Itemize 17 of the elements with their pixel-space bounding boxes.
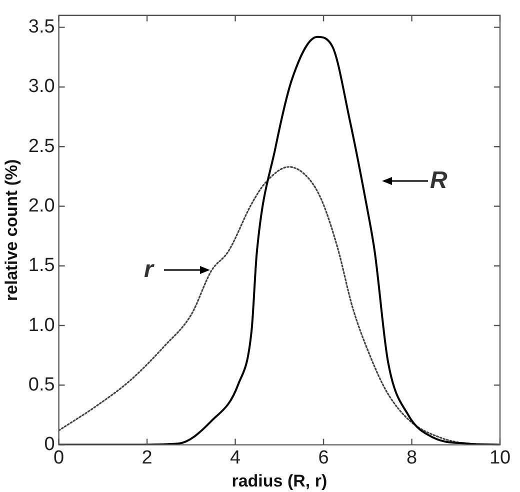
x-axis-title: radius (R, r) bbox=[232, 471, 328, 490]
y-tick-label: 1.0 bbox=[28, 314, 55, 336]
y-tick-label: 0 bbox=[44, 434, 55, 456]
y-tick-label: 2.5 bbox=[28, 136, 55, 157]
x-tick-label: 2 bbox=[142, 447, 152, 468]
annotation: r bbox=[144, 256, 154, 283]
y-axis-title: relative count (%) bbox=[2, 159, 21, 301]
x-tick-label: 4 bbox=[230, 447, 241, 468]
y-tick-label: 1.5 bbox=[28, 255, 55, 276]
y-tick-label: 0.5 bbox=[28, 374, 55, 396]
x-tick-label: 8 bbox=[406, 447, 418, 468]
x-tick-label: 10 bbox=[489, 447, 511, 468]
y-tick-label: 2.0 bbox=[28, 195, 55, 216]
y-tick-label: 3.5 bbox=[28, 16, 55, 38]
annotation: R bbox=[430, 167, 448, 194]
y-tick-label: 3.0 bbox=[28, 76, 55, 98]
x-tick-label: 6 bbox=[318, 447, 329, 468]
